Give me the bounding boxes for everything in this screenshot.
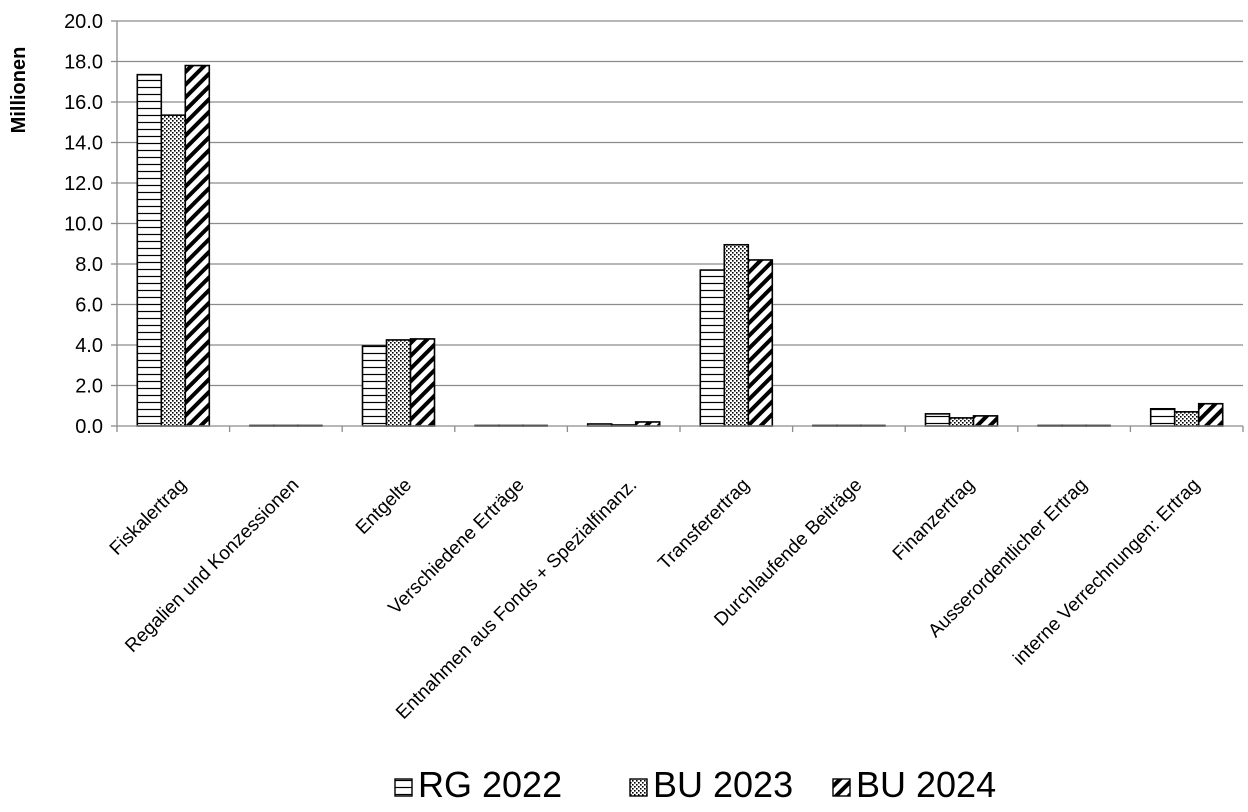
y-tick-label: 2.0	[75, 376, 103, 398]
y-tick-label: 4.0	[75, 335, 103, 357]
bar-bu-2023	[160, 114, 187, 427]
bar-bu-2024	[184, 64, 211, 427]
bar-bu-2023	[948, 417, 975, 427]
y-axis-title: Millionen	[8, 47, 30, 134]
legend-label: BU 2023	[653, 764, 793, 805]
bar-rg-2022	[361, 345, 388, 427]
y-tick-label: 8.0	[75, 254, 103, 276]
bar-rg-2022	[699, 269, 726, 427]
bar-bu-2024	[747, 259, 774, 427]
bar-bu-2024	[409, 338, 436, 427]
axes	[111, 20, 1244, 432]
legend-swatch	[394, 778, 413, 797]
legend-swatch	[832, 778, 851, 797]
bar-rg-2022	[924, 413, 951, 427]
bars	[136, 64, 1224, 427]
bar-bu-2024	[1197, 402, 1224, 427]
bar-rg-2022	[136, 73, 163, 427]
x-tick-label: Transferertrag	[654, 475, 753, 574]
y-tick-label: 14.0	[64, 133, 103, 155]
y-tick-label: 10.0	[64, 214, 103, 236]
x-tick-label: Entgelte	[352, 475, 416, 539]
x-tick-label: Fiskalertrag	[106, 475, 191, 560]
x-tick-label: interne Verrechnungen: Ertrag	[1009, 475, 1204, 670]
grid	[117, 20, 1243, 387]
bar-rg-2022	[1149, 407, 1176, 427]
legend-label: RG 2022	[418, 764, 562, 805]
bar-bu-2023	[385, 339, 412, 427]
legend-label: BU 2024	[856, 764, 996, 805]
bar-bu-2024	[972, 415, 999, 427]
tick-labels: 0.0 2.0 4.0 6.0 8.0 10.0 12.0 14.0 16.0 18.0 20.0 F…	[64, 11, 1204, 724]
y-tick-label: 18.0	[64, 52, 103, 74]
y-tick-label: 6.0	[75, 295, 103, 317]
y-tick-label: 0.0	[75, 416, 103, 438]
bar-bu-2023	[723, 243, 750, 427]
x-tick-label: Finanzertrag	[889, 475, 979, 565]
bar-bu-2023	[1173, 411, 1200, 427]
y-tick-label: 20.0	[64, 11, 103, 33]
y-tick-label: 12.0	[64, 173, 103, 195]
x-tick-label: Entnahmen aus Fonds + Spezialfinanz.	[392, 475, 641, 724]
legend-swatch	[629, 778, 648, 797]
legend: RG 2022 BU 2023 BU 2024	[394, 764, 996, 805]
y-tick-label: 16.0	[64, 92, 103, 114]
